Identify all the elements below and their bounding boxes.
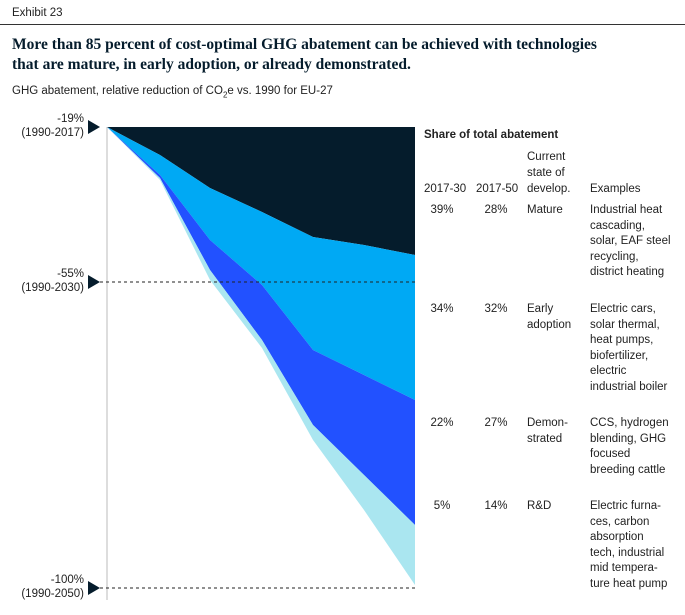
subtitle: GHG abatement, relative reduction of CO2… xyxy=(12,84,333,103)
subscript: 2 xyxy=(222,90,228,100)
marker-label: (1990-2017) xyxy=(21,127,84,139)
development-state: R&D xyxy=(527,500,552,512)
example-text: Electric cars, xyxy=(590,303,656,315)
subtitle-text: e vs. 1990 for EU-27 xyxy=(227,85,333,97)
area-demonstrated xyxy=(107,127,415,525)
example-text: district heating xyxy=(590,266,665,278)
marker-label: (1990-2030) xyxy=(21,282,84,294)
share-2017-30: 34% xyxy=(430,303,454,315)
exhibit-label: Exhibit 23 xyxy=(12,7,63,19)
column-header: develop. xyxy=(527,183,571,195)
example-text: tech, industrial xyxy=(590,546,665,559)
example-text: industrial boiler xyxy=(590,380,668,393)
marker-label: -100% xyxy=(50,574,84,586)
area-mature xyxy=(107,127,415,255)
example-text: breeding cattle xyxy=(590,463,666,476)
title-line: More than 85 percent of cost-optimal GHG… xyxy=(12,36,597,53)
example-text: CCS, hydrogen xyxy=(590,417,669,429)
share-2017-50: 32% xyxy=(484,303,508,315)
column-header: Examples xyxy=(590,183,641,195)
development-state: strated xyxy=(527,432,563,445)
example-text: electric xyxy=(590,365,627,377)
column-header: Current xyxy=(527,151,566,163)
example-text: recycling, xyxy=(590,250,639,263)
development-state: Early xyxy=(527,303,554,315)
table-heading: Share of total abatement xyxy=(424,129,559,141)
title-line: that are mature, in early adoption, or a… xyxy=(12,56,411,73)
example-text: heat pumps, xyxy=(590,334,654,346)
marker-label: -19% xyxy=(57,113,84,125)
subtitle-text: GHG abatement, relative reduction of CO xyxy=(12,85,223,97)
example-text: Electric furna- xyxy=(590,500,661,512)
example-text: solar, EAF steel xyxy=(590,235,671,247)
column-header: 2017-30 xyxy=(424,183,467,195)
example-text: cascading, xyxy=(590,219,645,232)
example-text: focused xyxy=(590,448,631,460)
example-text: blending, GHG xyxy=(590,432,667,445)
marker-label: (1990-2050) xyxy=(21,588,84,600)
example-text: mid tempera- xyxy=(590,562,658,574)
example-text: Industrial heat xyxy=(590,204,663,216)
area-early-adoption xyxy=(107,127,415,400)
example-text: ces, carbon xyxy=(590,515,650,528)
share-2017-50: 27% xyxy=(484,417,508,429)
share-2017-30: 5% xyxy=(433,500,451,512)
example-text: absorption xyxy=(590,531,644,543)
marker-arrow xyxy=(88,275,100,289)
area-rd xyxy=(107,127,415,585)
development-state: Mature xyxy=(527,204,563,216)
share-2017-30: 22% xyxy=(430,417,454,429)
marker-arrow xyxy=(88,581,100,595)
marker-label: -55% xyxy=(57,268,84,280)
development-state: adoption xyxy=(527,318,572,331)
example-text: solar thermal, xyxy=(590,318,660,331)
column-header: 2017-50 xyxy=(476,183,519,195)
marker-arrow xyxy=(88,120,100,134)
development-state: Demon- xyxy=(527,417,568,429)
example-text: ture heat pump xyxy=(590,577,668,590)
share-2017-30: 39% xyxy=(430,204,454,216)
share-2017-50: 14% xyxy=(484,500,508,512)
example-text: biofertilizer, xyxy=(590,349,649,362)
share-2017-50: 28% xyxy=(484,204,508,216)
column-header: state of xyxy=(527,167,565,179)
